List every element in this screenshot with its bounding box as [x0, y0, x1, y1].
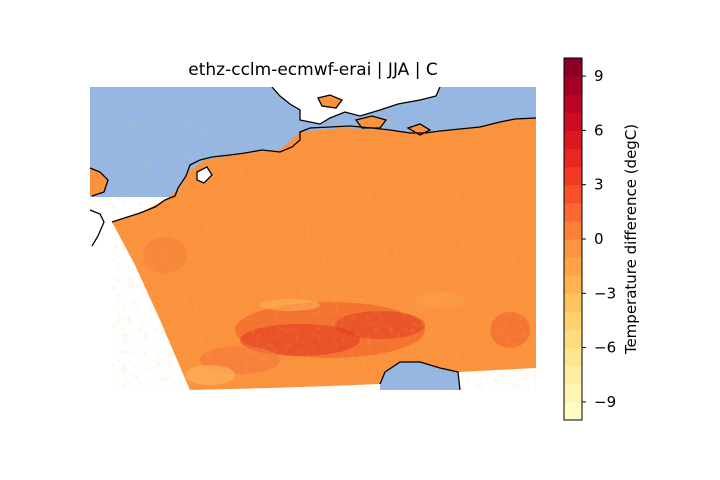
colorbar-segment — [564, 329, 582, 349]
colorbar: 9 6 3 0 −3 −6 −9 Temperature difference (degC) — [563, 57, 640, 421]
danish-island — [318, 95, 342, 108]
colorbar-segment — [564, 166, 582, 186]
map-title: ethz-cclm-ecmwf-erai | JJA | C — [188, 60, 438, 80]
colorbar-segment — [564, 275, 582, 294]
colorbar-segment — [564, 184, 582, 204]
colorbar-tick-label: −6 — [594, 339, 616, 357]
field-texture — [112, 118, 536, 390]
colorbar-segment — [564, 347, 582, 367]
colorbar-tick-label: 0 — [594, 230, 604, 248]
colorbar-segment — [564, 148, 582, 168]
colorbar-tick-label: −9 — [594, 393, 616, 411]
colorbar-tick-label: 3 — [594, 176, 604, 194]
colorbar-tick-label: 6 — [594, 121, 604, 139]
colorbar-segment — [564, 311, 582, 330]
colorbar-segment — [564, 383, 582, 403]
danish-island — [356, 116, 386, 128]
map-area — [90, 87, 536, 390]
colorbar-tick-label: 9 — [594, 67, 604, 85]
colorbar-segment — [564, 112, 582, 131]
colorbar-segment — [564, 58, 582, 77]
colorbar-segment — [564, 401, 582, 421]
colorbar-segment — [564, 220, 582, 240]
colorbar-segment — [564, 130, 582, 149]
colorbar-segment — [564, 202, 582, 222]
coastlines — [90, 87, 536, 390]
ijsselmeer — [197, 167, 212, 183]
colorbar-segment — [564, 257, 582, 276]
colorbar-tick-label: −3 — [594, 284, 616, 302]
colorbar-segment — [564, 293, 582, 312]
colorbar-segment — [564, 239, 582, 258]
england-land — [90, 168, 108, 196]
adriatic-sea — [380, 362, 460, 390]
colorbar-segment — [564, 76, 582, 95]
outside-domain-west — [90, 197, 112, 246]
colorbar-label: Temperature difference (degC) — [622, 124, 640, 355]
scandinavia — [272, 87, 440, 124]
colorbar-segment — [564, 365, 582, 385]
colorbar-segment — [564, 94, 582, 113]
